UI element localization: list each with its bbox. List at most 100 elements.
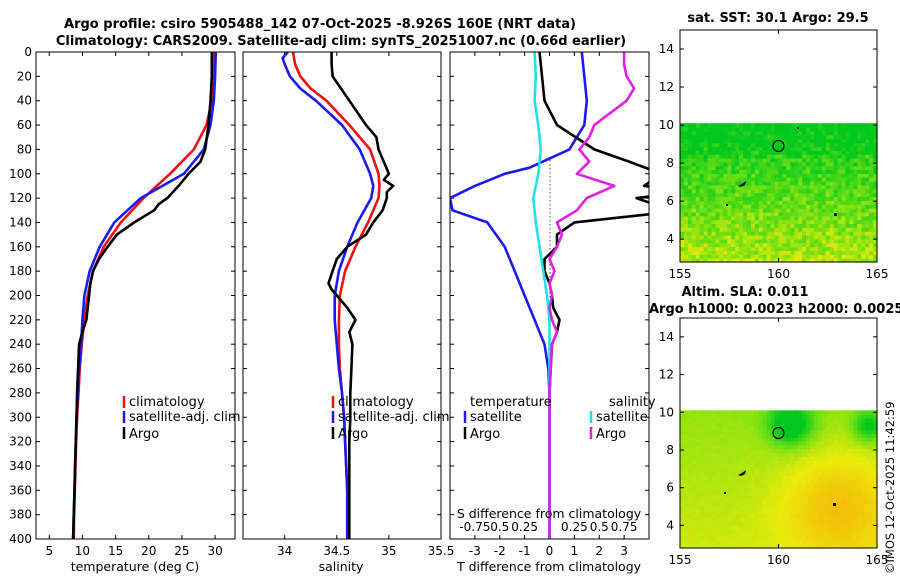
heatmap-cell	[857, 215, 862, 221]
heatmap-cell	[841, 528, 847, 534]
heatmap-cell	[770, 154, 776, 159]
heatmap-cell	[707, 219, 713, 225]
sla-map-title-line1: Altim. SLA: 0.011	[682, 285, 809, 300]
heatmap-cell	[727, 425, 732, 431]
heatmap-cell	[691, 517, 697, 522]
heatmap-cell	[715, 437, 720, 442]
heatmap-cell	[861, 486, 866, 492]
heatmap-cell	[739, 177, 744, 182]
heatmap-cell	[829, 429, 835, 434]
heatmap-cell	[735, 494, 740, 499]
heatmap-cell	[833, 258, 839, 263]
heatmap-cell	[731, 521, 736, 526]
heatmap-cell	[754, 134, 760, 140]
heatmap-cell	[825, 204, 831, 209]
legend-title-temperature: temperature	[470, 395, 552, 410]
heatmap-cell	[865, 177, 870, 182]
heatmap-cell	[707, 161, 713, 167]
heatmap-cell	[837, 211, 843, 217]
heatmap-cell	[703, 169, 709, 174]
heatmap-cell	[711, 475, 717, 480]
heatmap-cell	[869, 425, 874, 431]
heatmap-cell	[833, 181, 839, 186]
heatmap-cell	[861, 513, 866, 519]
heatmap-cell	[798, 181, 803, 186]
heatmap-cell	[770, 437, 776, 442]
heatmap-cell	[691, 433, 697, 438]
heatmap-cell	[691, 505, 697, 511]
heatmap-cell	[754, 448, 760, 454]
heatmap-cell	[774, 494, 780, 499]
heatmap-cell	[687, 154, 693, 159]
heatmap-cell	[703, 177, 709, 182]
heatmap-cell	[782, 142, 787, 147]
heatmap-cell	[731, 440, 736, 446]
heatmap-cell	[798, 146, 803, 151]
heatmap-cell	[790, 498, 795, 503]
heatmap-cell	[849, 513, 854, 519]
heatmap-cell	[837, 502, 843, 507]
heatmap-cell	[680, 204, 685, 209]
heatmap-cell	[680, 161, 685, 167]
heatmap-cell	[774, 134, 780, 140]
heatmap-cell	[766, 200, 772, 205]
heatmap-cell	[727, 479, 732, 484]
heatmap-cell	[810, 410, 815, 415]
heatmap-cell	[723, 544, 728, 549]
heatmap-cell	[723, 509, 728, 515]
heatmap-cell	[829, 150, 835, 155]
heatmap-cell	[687, 463, 693, 469]
heatmap-cell	[758, 421, 764, 427]
heatmap-cell	[861, 421, 866, 427]
heatmap-cell	[683, 425, 689, 431]
heatmap-cell	[798, 127, 803, 132]
heatmap-cell	[719, 532, 724, 538]
heatmap-cell	[727, 208, 732, 213]
heatmap-cell	[786, 169, 791, 174]
heatmap-cell	[703, 242, 709, 248]
heatmap-cell	[810, 142, 815, 147]
heatmap-cell	[739, 467, 744, 473]
heatmap-cell	[683, 463, 689, 469]
heatmap-cell	[817, 505, 823, 511]
heatmap-cell	[817, 425, 823, 431]
heatmap-cell	[841, 486, 847, 492]
heatmap-cell	[754, 498, 760, 503]
heatmap-cell	[794, 157, 799, 163]
heatmap-cell	[703, 134, 709, 140]
heatmap-cell	[758, 196, 764, 201]
heatmap-cell	[770, 536, 776, 541]
heatmap-cell	[735, 165, 740, 171]
heatmap-cell	[746, 127, 752, 132]
heatmap-cell	[861, 475, 866, 480]
x-tick-label: 35	[381, 544, 396, 558]
heatmap-cell	[837, 483, 843, 488]
heatmap-cell	[727, 123, 732, 128]
heatmap-cell	[691, 134, 697, 140]
heatmap-cell	[841, 123, 847, 128]
heatmap-cell	[869, 200, 874, 205]
heatmap-cell	[845, 483, 851, 488]
heatmap-cell	[813, 483, 819, 488]
heatmap-cell	[731, 173, 736, 178]
x-tick-label: 34	[277, 544, 292, 558]
legend-temp-satellite: satellite	[470, 410, 522, 425]
heatmap-cell	[833, 192, 839, 198]
heatmap-cell	[869, 471, 874, 476]
heatmap-cell	[833, 505, 839, 511]
heatmap-cell	[746, 184, 752, 190]
heatmap-cell	[735, 425, 740, 431]
heatmap-cell	[821, 521, 827, 526]
heatmap-cell	[778, 479, 784, 484]
heatmap-cell	[813, 157, 819, 163]
heatmap-cell	[853, 460, 858, 465]
heatmap-cell	[703, 525, 709, 530]
heatmap-cell	[719, 181, 724, 186]
heatmap-cell	[841, 505, 847, 511]
heatmap-cell	[837, 223, 843, 228]
heatmap-cell	[810, 123, 815, 128]
heatmap-cell	[762, 440, 768, 446]
heatmap-cell	[810, 540, 815, 545]
heatmap-cell	[857, 127, 862, 132]
heatmap-cell	[869, 227, 874, 232]
